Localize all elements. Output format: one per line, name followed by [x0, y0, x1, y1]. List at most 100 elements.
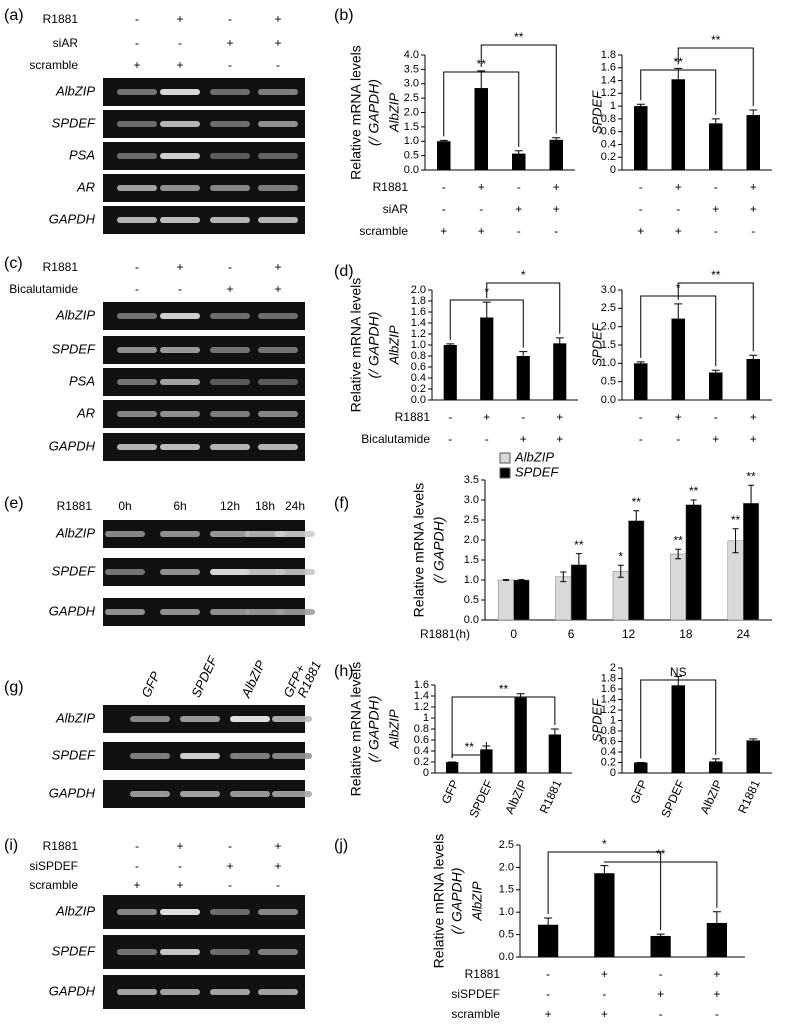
gel-row-label: GAPDH: [49, 983, 96, 998]
condition-sign: -: [517, 224, 521, 238]
error-bar: [749, 109, 758, 121]
condition-sign: -: [714, 180, 718, 194]
x-axis-label: R1881(h): [420, 627, 470, 641]
legend-label: SPDEF: [515, 464, 559, 479]
x-tick-label: 0: [510, 627, 517, 641]
y-tick-label: 1.4: [414, 690, 429, 702]
condition-sign: +: [712, 432, 719, 446]
y-tick-label: 1.5: [601, 339, 616, 351]
gel-band: [258, 989, 298, 995]
gel-band: [130, 716, 170, 722]
gel-band: [160, 444, 200, 450]
error-bar-line: [560, 571, 567, 583]
error-bar-line: [633, 510, 640, 532]
gel-band: [258, 313, 298, 319]
error-bar: [690, 499, 697, 511]
gel-band: [160, 379, 200, 385]
gel-band: [272, 753, 312, 759]
gel-band: [160, 609, 200, 615]
y-tick-label: 0.8: [411, 350, 426, 362]
error-bar: [748, 484, 755, 522]
y-tick-label: 0.0: [404, 164, 419, 176]
gel-band: [130, 791, 170, 797]
gel-band: [210, 217, 250, 223]
gel-band: [117, 153, 157, 159]
y-tick-label: 2.0: [404, 106, 419, 118]
error-bar: [636, 361, 645, 366]
error-bar: [675, 548, 682, 560]
condition-sign: -: [448, 432, 452, 446]
error-bar: [544, 917, 553, 932]
error-bar-line: [552, 137, 561, 143]
error-bar: [439, 139, 448, 143]
condition-sign: +: [274, 36, 281, 50]
condition-sign: -: [442, 202, 446, 216]
condition-sign: -: [639, 180, 643, 194]
panel-label: (b): [334, 7, 354, 24]
error-bar-line: [477, 70, 486, 106]
error-bar-line: [575, 553, 582, 577]
gel-row-label: GAPDH: [49, 785, 96, 800]
error-bar-line: [518, 579, 525, 581]
condition-sign: +: [556, 410, 563, 424]
y-tick-label: 1.0: [499, 906, 514, 918]
condition-sign: +: [176, 12, 183, 26]
condition-sign: -: [228, 878, 232, 892]
condition-sign: -: [178, 36, 182, 50]
bar: [709, 372, 723, 400]
y-tick-label: 1.8: [411, 295, 426, 307]
condition-sign: -: [276, 58, 280, 72]
y-tick-label: 1.8: [601, 672, 616, 684]
condition-sign: -: [276, 878, 280, 892]
condition-sign: +: [274, 260, 281, 274]
gel-band: [230, 753, 270, 759]
condition-sign: -: [659, 1007, 663, 1021]
error-bar-line: [617, 564, 624, 578]
condition-sign: -: [676, 202, 680, 216]
legend-label: AlbZIP: [514, 449, 554, 464]
error-bar-line: [749, 738, 758, 743]
gel-band: [210, 569, 250, 575]
y-tick-label: 1: [610, 714, 616, 726]
y-tick-label: 2.0: [411, 284, 426, 296]
y-tick-label: 1.4: [601, 693, 616, 705]
condition-sign: -: [228, 260, 232, 274]
bar: [634, 762, 648, 773]
significance-bracket: [480, 44, 557, 134]
condition-sign: +: [637, 224, 644, 238]
condition-sign: +: [713, 967, 720, 981]
gel-band: [210, 121, 250, 127]
gel-band: [180, 753, 220, 759]
bar: [709, 123, 723, 170]
gel-band: [210, 185, 250, 191]
y-tick-label: 1.6: [601, 62, 616, 74]
condition-sign: +: [713, 987, 720, 1001]
y-axis-label: Relative mRNA levels: [431, 834, 447, 969]
error-bar: [749, 738, 758, 743]
gel-row-label: AR: [76, 405, 95, 420]
condition-sign: -: [639, 410, 643, 424]
lane-label: 0h: [118, 499, 131, 513]
condition-sign: +: [176, 260, 183, 274]
gel-band: [245, 609, 285, 615]
significance-label: **: [514, 30, 524, 44]
y-tick-label: 1.0: [404, 135, 419, 147]
error-bar-line: [711, 118, 720, 129]
lane-label: 18h: [255, 499, 275, 513]
condition-sign: -: [228, 58, 232, 72]
condition-sign: -: [228, 12, 232, 26]
condition-sign: -: [178, 282, 182, 296]
y-tick-label: 0.6: [601, 126, 616, 138]
gel-band: [210, 609, 250, 615]
error-bar-line: [674, 675, 683, 695]
gel-band: [258, 949, 298, 955]
lane-header: R1881: [57, 499, 93, 513]
error-bar: [711, 118, 720, 129]
error-bar: [749, 354, 758, 364]
error-bar: [514, 150, 523, 157]
error-bar: [732, 528, 739, 554]
condition-sign: -: [676, 432, 680, 446]
panel-label: (h): [334, 663, 354, 680]
y-tick-label: 0.2: [601, 151, 616, 163]
condition-name: siSPDEF: [29, 859, 78, 873]
